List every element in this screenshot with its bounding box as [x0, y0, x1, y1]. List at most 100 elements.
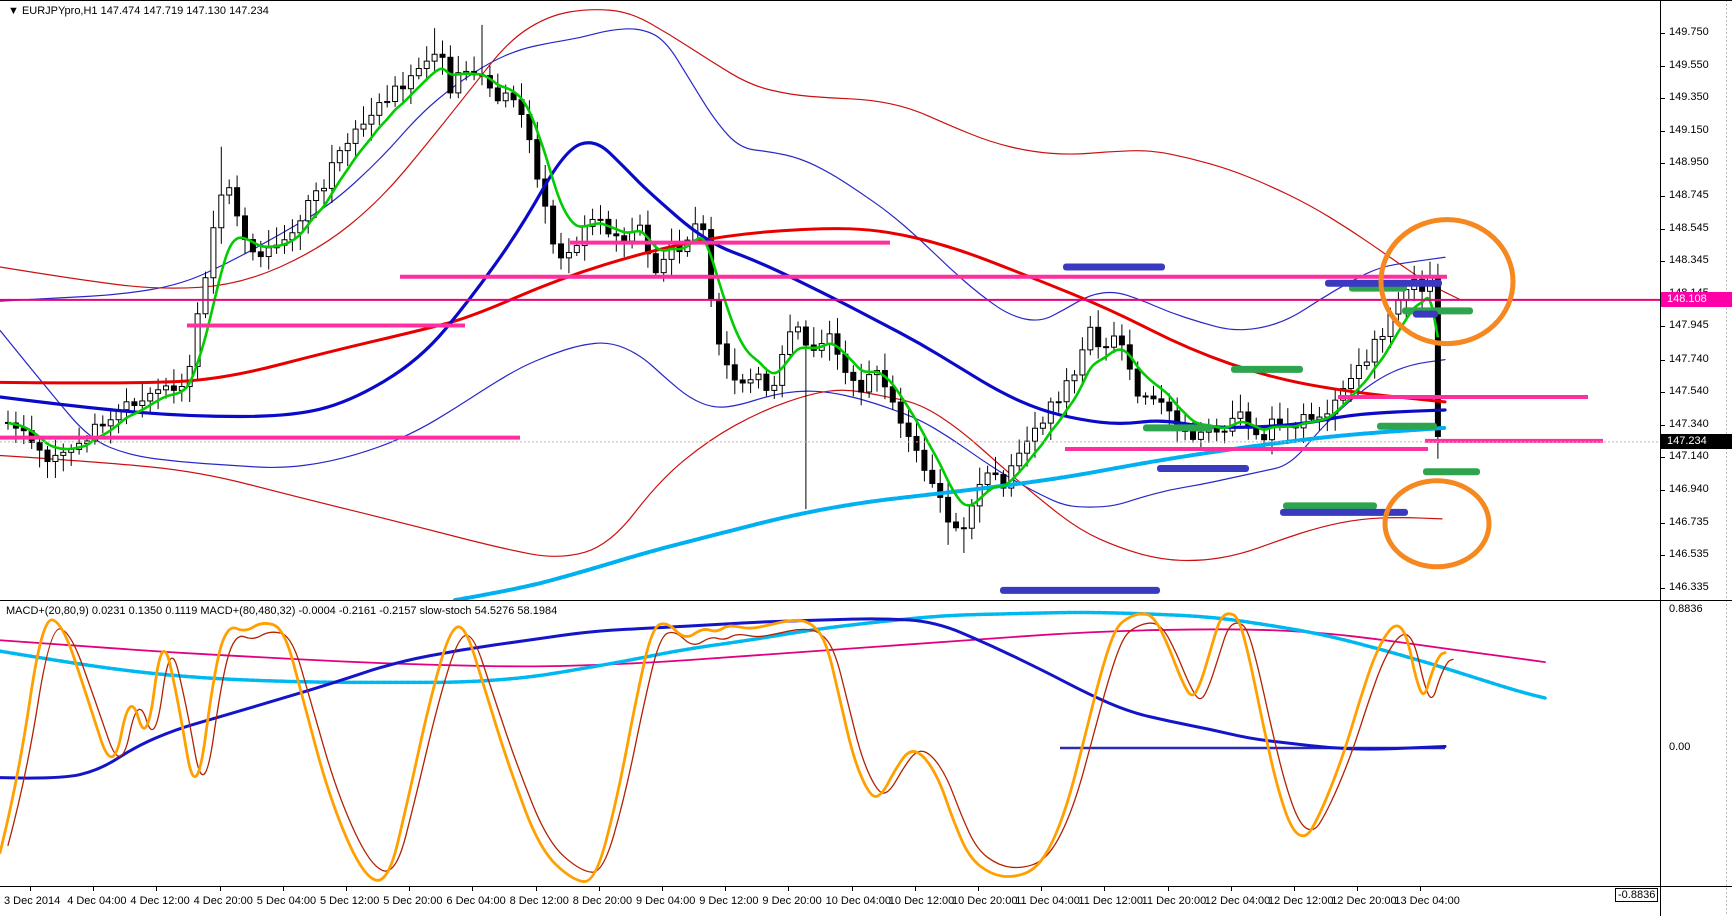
candle-body [755, 373, 762, 381]
candle-body [1134, 368, 1141, 397]
candle-body [1379, 335, 1386, 340]
time-axis-label: 10 Dec 20:00 [952, 895, 1018, 907]
time-axis-label: 3 Dec 2014 [4, 895, 61, 907]
candle-body [123, 401, 130, 411]
panel-separator-1[interactable] [0, 600, 1732, 601]
price-axis-label: 149.750 [1669, 26, 1709, 38]
green-zone-bar[interactable] [1143, 424, 1213, 432]
price-axis-label: 149.350 [1669, 91, 1709, 103]
navy-zone-bar[interactable] [1280, 508, 1408, 516]
price-axis-tick [1661, 424, 1665, 426]
price-axis-label: 148.545 [1669, 221, 1709, 234]
symbol-header: ▼ EURJPYpro,H1 147.474 147.719 147.130 1… [8, 5, 269, 17]
candle-body [565, 252, 572, 259]
candle-body [344, 142, 351, 152]
price-axis[interactable]: 149.750 149.550 149.350 149.150 148.950 148.7… [1615, 0, 1732, 916]
candle-body [1063, 380, 1070, 403]
panel-separator-2[interactable] [0, 886, 1732, 887]
navy-zone-bar[interactable] [1063, 263, 1165, 271]
price-axis-tick [1661, 98, 1665, 99]
candle-body [913, 435, 920, 451]
price-chart-canvas[interactable] [0, 0, 1660, 600]
candle-body [376, 102, 383, 116]
price-axis-tick [1661, 555, 1665, 557]
candle-body [1348, 377, 1354, 390]
price-axis-tick [1661, 359, 1665, 361]
time-axis-label: 9 Dec 12:00 [699, 895, 759, 907]
green-zone-bar[interactable] [1283, 502, 1377, 510]
price-axis-label: 146.940 [1669, 482, 1709, 495]
time-axis-tick [156, 887, 158, 891]
price-axis-tick [1661, 196, 1665, 198]
indicator-axis-label: 0.00 [1669, 741, 1691, 753]
candle-body [905, 422, 912, 437]
candle-body [1221, 430, 1228, 433]
candle-body [652, 253, 659, 274]
stoch-main-line [0, 612, 1447, 883]
navy-zone-bar[interactable] [1413, 310, 1438, 318]
candle-body [968, 505, 975, 529]
green-zone-bar[interactable] [1231, 365, 1303, 373]
price-axis-tick [1661, 163, 1665, 164]
time-axis[interactable]: 3 Dec 2014 4 Dec 04:00 4 Dec 12:00 4 Dec 20… [0, 887, 1660, 916]
candle-body [400, 85, 406, 90]
candle-body [336, 150, 343, 164]
price-axis-label: 148.950 [1669, 156, 1709, 168]
green-zone-bar[interactable] [1423, 468, 1480, 476]
green-zone-bar[interactable] [1377, 422, 1437, 430]
price-axis-label: 146.535 [1669, 548, 1709, 561]
candle-body [1261, 434, 1268, 441]
candle-body [731, 364, 738, 381]
candle-body [384, 100, 391, 104]
time-axis-label: 12 Dec 20:00 [1331, 895, 1397, 907]
candle-body [795, 326, 801, 333]
envelope-lower-red-line [0, 389, 1443, 562]
candle-body [1269, 418, 1275, 441]
candle-body [937, 482, 944, 498]
time-axis-tick [1420, 887, 1422, 891]
orange-circle-annotation[interactable] [1378, 217, 1516, 347]
collapse-arrow-icon[interactable]: ▼ [8, 5, 19, 17]
time-axis-tick [851, 887, 853, 891]
candle-body [91, 423, 98, 442]
candle-body [249, 239, 256, 253]
candle-body [1158, 398, 1165, 403]
candle-body [921, 449, 928, 471]
navy-zone-bar[interactable] [1000, 586, 1160, 594]
indicator-canvas[interactable] [0, 602, 1660, 886]
candle-body [44, 449, 51, 463]
candle-body [60, 451, 67, 456]
candlestick-series[interactable] [5, 24, 1441, 553]
time-axis-label: 10 Dec 12:00 [888, 895, 955, 907]
price-axis-tick [1661, 228, 1665, 230]
candle-body [945, 496, 952, 523]
candle-body [826, 333, 833, 345]
price-axis-tick [1661, 522, 1665, 524]
price-axis-tick [1661, 65, 1665, 67]
candle-body [1300, 414, 1307, 429]
time-axis-label: 8 Dec 20:00 [572, 895, 633, 907]
candle-body [1071, 374, 1078, 382]
right-edge-dotted-line [1726, 0, 1727, 916]
candle-body [328, 162, 335, 189]
candle-body [234, 187, 241, 217]
indicator-panel[interactable]: MACD+(20,80,9) 0.0231 0.1350 0.1119 MACD… [0, 602, 1660, 886]
price-axis-tick [1661, 587, 1665, 589]
candle-body [889, 386, 896, 403]
red-ma-line [0, 227, 1447, 404]
price-chart-panel[interactable]: ▼ EURJPYpro,H1 147.474 147.719 147.130 1… [0, 0, 1660, 600]
candle-body [953, 521, 959, 529]
time-axis-tick [93, 887, 95, 891]
time-axis-tick [535, 887, 537, 891]
candle-body [1055, 401, 1062, 404]
time-axis-tick [1167, 887, 1169, 891]
candle-body [1095, 326, 1102, 348]
time-axis-label: 11 Dec 20:00 [1141, 895, 1207, 907]
navy-zone-bar[interactable] [1157, 465, 1249, 472]
candle-body [163, 385, 169, 391]
orange-circle-annotation[interactable] [1382, 478, 1492, 570]
candle-body [1190, 430, 1196, 440]
time-axis-tick [914, 887, 916, 891]
candle-body [787, 331, 794, 355]
price-axis-tick [1661, 392, 1665, 394]
